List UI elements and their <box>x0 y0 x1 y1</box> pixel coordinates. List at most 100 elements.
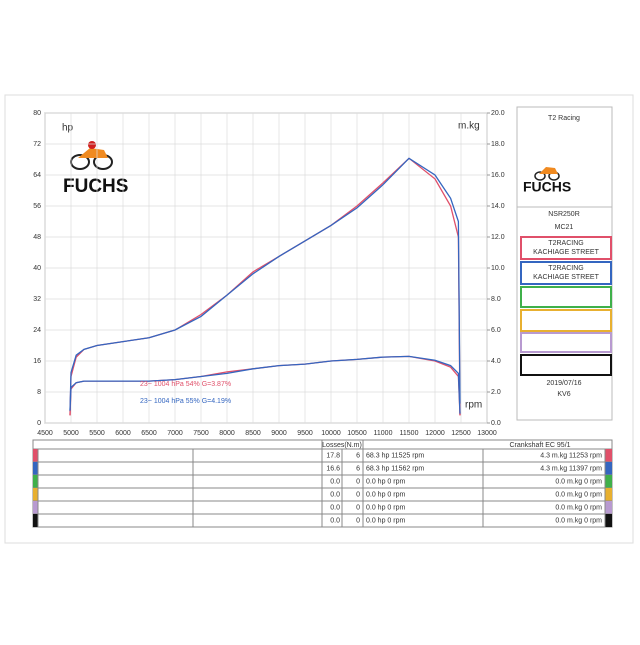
y-tick-label: 56 <box>33 203 41 210</box>
table-cell: 0.0 m.kg 0 rpm <box>555 517 602 524</box>
x-tick-label: 6500 <box>141 430 157 437</box>
legend-boxes: T2RACING KACHIAGE STREET T2RACING KACHIAGE … <box>520 236 612 376</box>
panel-title: T2 Racing <box>548 115 580 122</box>
series-line <box>69 157 461 412</box>
row-swatch <box>33 462 38 475</box>
x-tick-label: 10000 <box>321 430 341 437</box>
y2-tick-label: 18.0 <box>491 141 505 148</box>
table-cell: 0.0 m.kg 0 rpm <box>555 491 602 498</box>
y2-tick-label: 14.0 <box>491 203 505 210</box>
y2-tick-label: 6.0 <box>491 327 501 334</box>
table-header: Crankshaft EC 95/1 <box>509 442 570 449</box>
table-header: Losses(N.m) <box>322 442 362 449</box>
row-swatch <box>33 514 38 527</box>
y2-tick-label: 20.0 <box>491 110 505 117</box>
x-tick-label: 5000 <box>63 430 79 437</box>
table-cell: 0 <box>356 504 360 511</box>
row-swatch <box>605 501 612 514</box>
y-tick-label: 16 <box>33 358 41 365</box>
table-cell: 0.0 m.kg 0 rpm <box>555 504 602 511</box>
table-cell: 0.0 <box>330 517 340 524</box>
y2-tick-label: 2.0 <box>491 389 501 396</box>
table-cell: 0 <box>356 478 360 485</box>
y-tick-label: 32 <box>33 296 41 303</box>
logo-text: FUCHS <box>63 176 128 197</box>
legend-box <box>520 309 612 332</box>
y-tick-label: 72 <box>33 141 41 148</box>
y-tick-label: 48 <box>33 234 41 241</box>
x-tick-label: 8500 <box>245 430 261 437</box>
x-tick-label: 11000 <box>374 430 393 437</box>
y2-tick-label: 8.0 <box>491 296 501 303</box>
sheet-border <box>4 94 634 544</box>
table-cell: 68.3 hp 11525 rpm <box>366 452 424 459</box>
x-tick-label: 4500 <box>37 430 53 437</box>
x-tick-label: 13000 <box>477 430 497 437</box>
logo-bike <box>539 167 558 174</box>
table-cell: 0 <box>356 517 360 524</box>
y2-tick-label: 0.0 <box>491 420 501 427</box>
legend-text: KACHIAGE STREET <box>533 249 599 256</box>
table-cell: 0.0 hp 0 rpm <box>366 504 405 511</box>
logo-wheel <box>534 171 546 181</box>
row-swatch <box>605 488 612 501</box>
table-cell: 4.3 m.kg 11253 rpm <box>540 452 602 459</box>
row-swatch <box>33 501 38 514</box>
table-cell: 0.0 hp 0 rpm <box>366 517 405 524</box>
x-tick-label: 9500 <box>297 430 313 437</box>
row-swatch <box>33 488 38 501</box>
table-cell: 68.3 hp 11562 rpm <box>366 465 424 472</box>
panel-logo: FUCHS <box>523 179 571 195</box>
legend-text: KACHIAGE STREET <box>533 274 599 281</box>
table-cell: 16.6 <box>326 465 340 472</box>
logo-rider <box>88 141 96 149</box>
panel-date: 2019/07/16 <box>546 380 581 387</box>
x-tick-label: 7000 <box>167 430 183 437</box>
y2-tick-label: 16.0 <box>491 172 505 179</box>
row-swatch <box>605 475 612 488</box>
x-tick-label: 9000 <box>271 430 287 437</box>
logo-bike <box>78 148 108 158</box>
legend-box <box>520 332 612 353</box>
annotation: 23~ 1004 hPa 54% G=3.87% <box>140 381 231 388</box>
series-line <box>69 355 461 414</box>
row-swatch <box>605 514 612 527</box>
table-cell: 0.0 <box>330 478 340 485</box>
legend-box <box>520 354 612 376</box>
plot: 4500 5000 5500 6000 6500 7000 7500 8000 8500 9000… <box>33 110 505 437</box>
x-tick-label: 12500 <box>451 430 471 437</box>
table: Losses(N.m) Crankshaft EC 95/1 17.8 6 68.3 h… <box>32 439 613 528</box>
logo: FUCHS <box>63 141 128 197</box>
y2-tick-label: 12.0 <box>491 234 505 241</box>
x-axis-label: rpm <box>465 400 482 411</box>
y-axis-label: hp <box>62 123 74 134</box>
row-swatch <box>605 462 612 475</box>
x-tick-label: 10500 <box>347 430 367 437</box>
x-tick-label: 8000 <box>219 430 235 437</box>
row-swatch <box>33 475 38 488</box>
row-swatch <box>605 449 612 462</box>
table-cell: 17.8 <box>326 452 340 459</box>
table-cell: 0.0 <box>330 504 340 511</box>
y-tick-label: 0 <box>37 420 41 427</box>
table-cell: 0.0 hp 0 rpm <box>366 491 405 498</box>
table-cell: 0.0 <box>330 491 340 498</box>
table-cell: 4.3 m.kg 11397 rpm <box>540 465 602 472</box>
panel-model: NSR250R <box>548 211 580 218</box>
y2-tick-label: 4.0 <box>491 358 501 365</box>
y-tick-label: 40 <box>33 265 41 272</box>
annotation: 23~ 1004 hPa 55% G=4.19% <box>140 398 231 405</box>
y-tick-label: 8 <box>37 389 41 396</box>
table-cell: 6 <box>356 465 360 472</box>
y-tick-label: 80 <box>33 110 41 117</box>
row-swatch <box>33 449 38 462</box>
x-tick-label: 6000 <box>115 430 131 437</box>
legend-box <box>520 236 612 260</box>
y-tick-label: 24 <box>33 327 41 334</box>
x-tick-label: 7500 <box>193 430 209 437</box>
table-cell: 6 <box>356 452 360 459</box>
y2-axis-label: m.kg <box>458 121 480 132</box>
table-cell: 0.0 hp 0 rpm <box>366 478 405 485</box>
